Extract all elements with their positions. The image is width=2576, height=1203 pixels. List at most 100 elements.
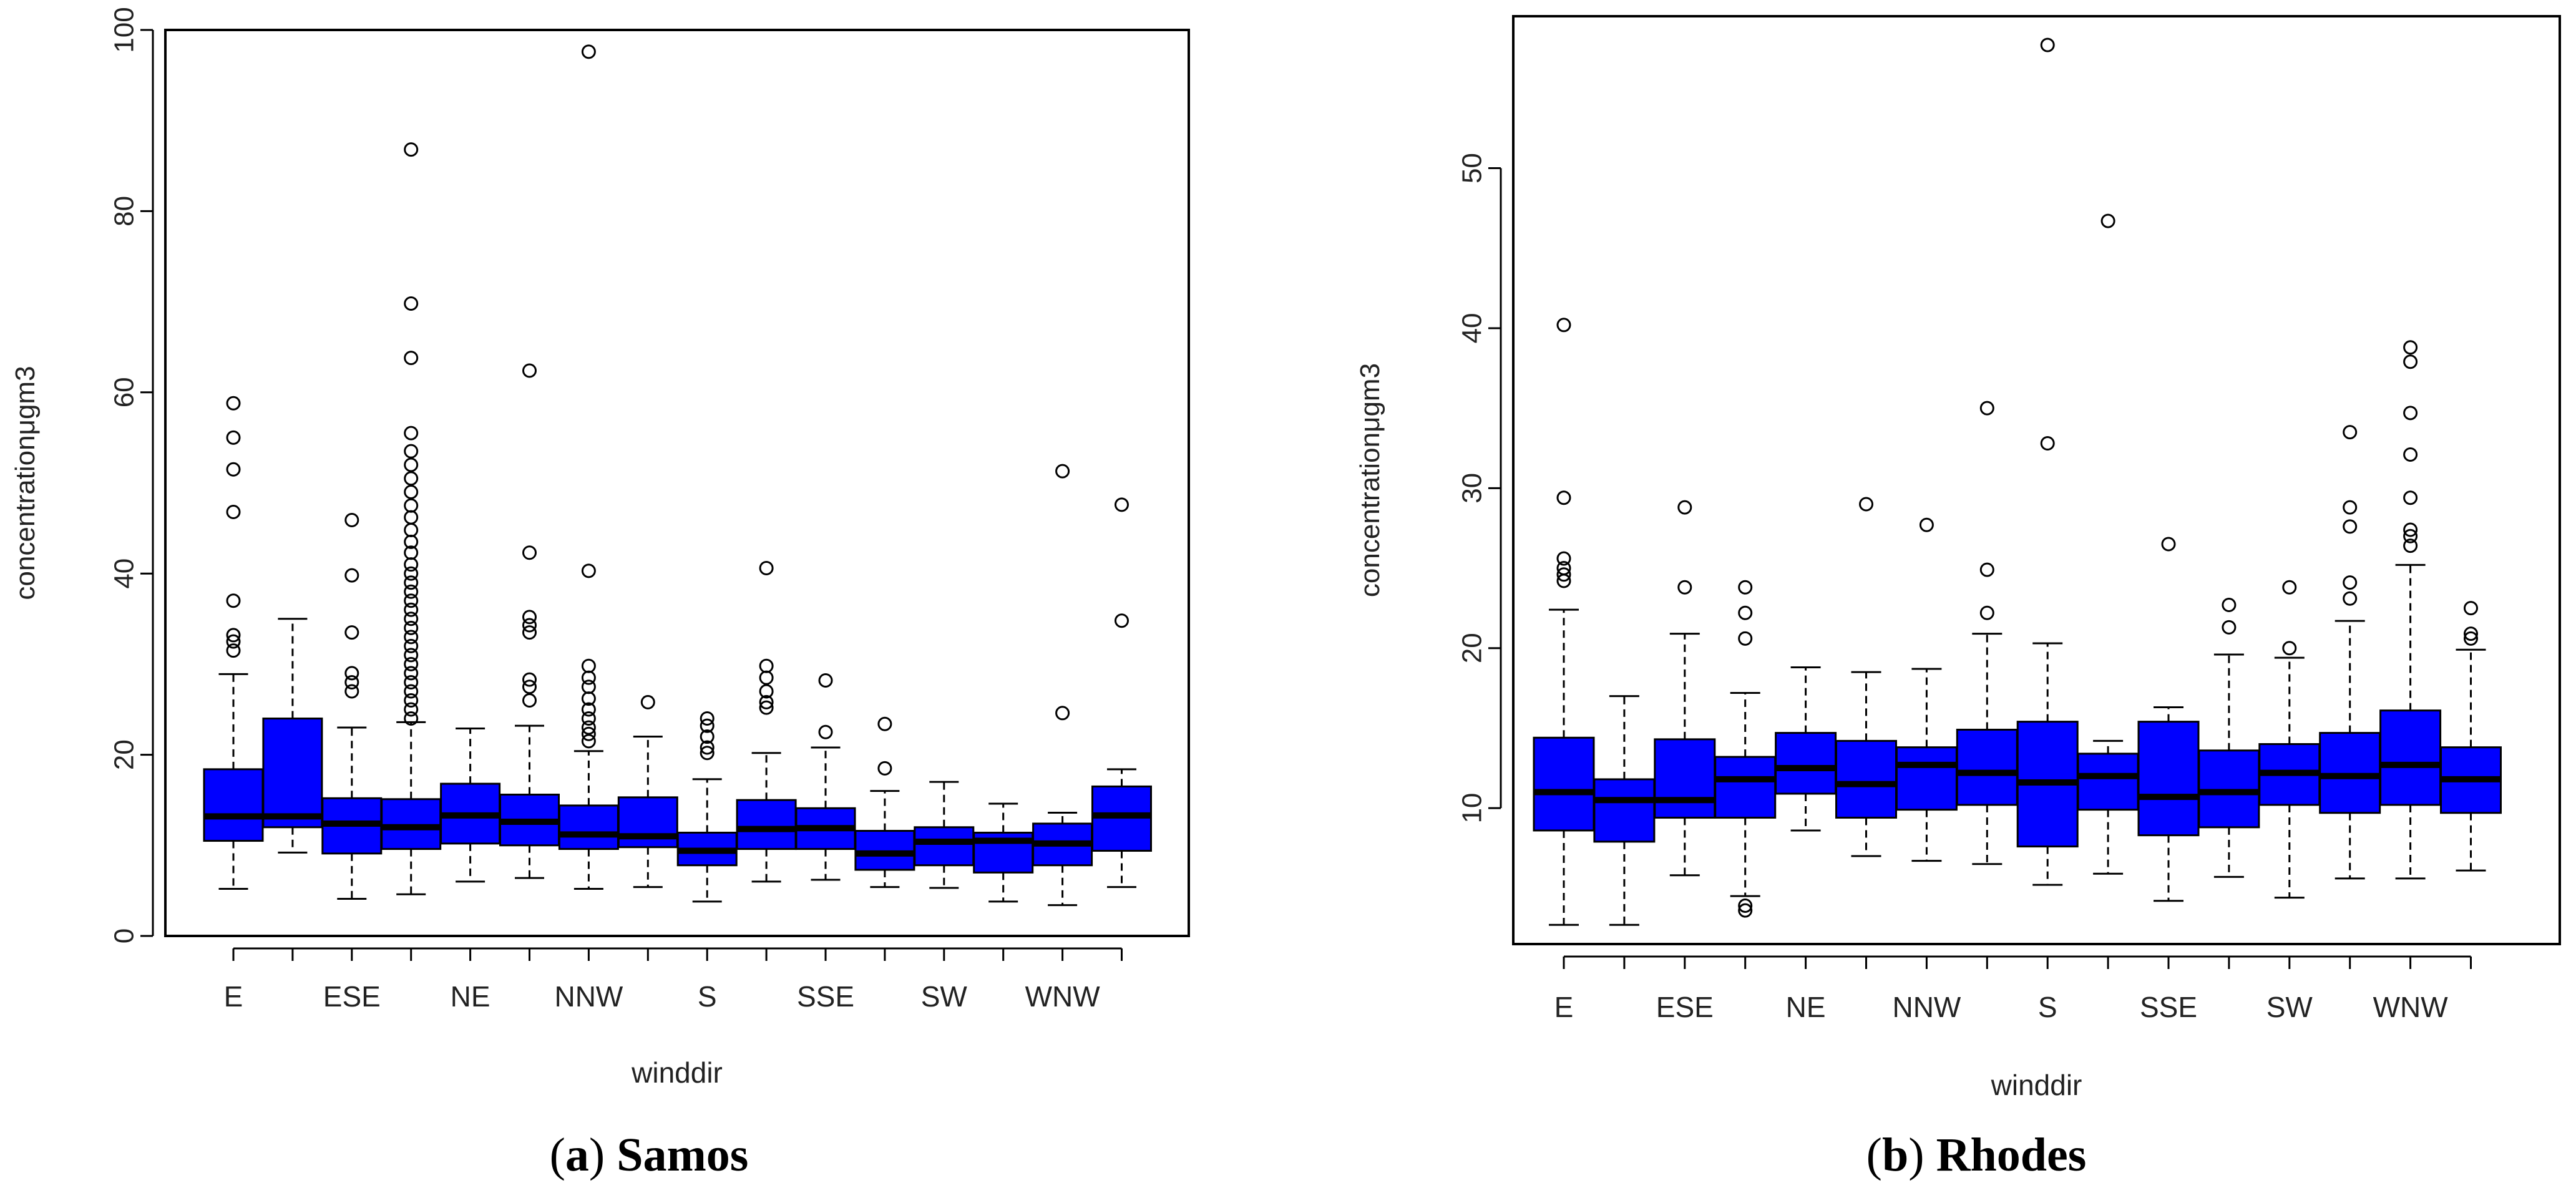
samos-outlier-nw bbox=[640, 694, 655, 709]
samos-x-tick-label-wnw: WNW bbox=[1025, 980, 1101, 1013]
samos-outlier-nnw bbox=[581, 702, 596, 717]
rhodes-outlier-n bbox=[1738, 898, 1753, 913]
rhodes-outlier-wnw bbox=[2403, 522, 2418, 537]
samos-outlier-e bbox=[226, 430, 241, 445]
samos-outlier-n bbox=[404, 638, 419, 653]
rhodes-y-tick-label: 10 bbox=[1457, 793, 1488, 824]
rhodes-y-tick-label: 40 bbox=[1457, 313, 1488, 343]
samos-outlier-ssw bbox=[877, 716, 892, 731]
samos-outlier-n bbox=[404, 351, 419, 366]
samos-outlier-n bbox=[404, 498, 419, 513]
samos-box-s bbox=[676, 711, 738, 903]
rhodes-iqr-box-wnw bbox=[2379, 709, 2442, 806]
samos-outlier-wnw bbox=[1055, 706, 1070, 721]
samos-outlier-nne bbox=[522, 672, 537, 687]
samos-outlier-s bbox=[700, 718, 715, 733]
samos-x-tick-label-nnw: NNW bbox=[554, 980, 623, 1013]
samos-outlier-n bbox=[404, 584, 419, 599]
samos-box-nne bbox=[499, 363, 560, 879]
samos-x-tick-label-ne: NE bbox=[451, 980, 490, 1013]
samos-outlier-n bbox=[404, 457, 419, 472]
rhodes-box-s bbox=[2016, 37, 2079, 886]
samos-outlier-n bbox=[404, 693, 419, 708]
samos-outlier-ese bbox=[344, 568, 359, 583]
samos-outlier-nnw bbox=[581, 679, 596, 694]
rhodes-outlier-ese bbox=[1677, 500, 1692, 515]
samos-outlier-nne bbox=[522, 545, 537, 560]
samos-outlier-n bbox=[404, 557, 419, 572]
rhodes-y-tick-label: 20 bbox=[1457, 633, 1488, 663]
samos-outlier-nnw bbox=[581, 726, 596, 741]
rhodes-outlier-n bbox=[1738, 605, 1753, 620]
samos-outlier-ese bbox=[344, 675, 359, 689]
rhodes-boxplot-panel: 10 20 30 40 50 concentrationμgm3 E ESE NE NNW S SSE… bbox=[1355, 15, 2561, 1101]
samos-x-tick-label-sw: SW bbox=[921, 980, 968, 1013]
samos-outlier-se bbox=[759, 684, 774, 699]
caption-b-name: Rhodes bbox=[1936, 1129, 2087, 1181]
rhodes-box-ene bbox=[1593, 695, 1656, 926]
samos-iqr-box-wsw bbox=[1091, 785, 1152, 852]
rhodes-outlier-wsw bbox=[2464, 626, 2478, 641]
rhodes-iqr-box-nnw bbox=[1895, 746, 1958, 811]
samos-outlier-s bbox=[700, 729, 715, 744]
samos-outlier-n bbox=[404, 575, 419, 590]
rhodes-box-se bbox=[2077, 213, 2139, 875]
samos-box-e bbox=[203, 396, 264, 890]
rhodes-outlier-nnw bbox=[1919, 517, 1934, 532]
samos-iqr-box-ssw bbox=[854, 830, 915, 871]
samos-outlier-n bbox=[404, 593, 419, 608]
rhodes-box-n bbox=[1714, 580, 1777, 918]
samos-box-se bbox=[736, 560, 797, 883]
samos-outlier-nnw bbox=[581, 720, 596, 735]
samos-outlier-nne bbox=[522, 625, 537, 640]
rhodes-outlier-e bbox=[1556, 318, 1571, 333]
rhodes-outlier-s bbox=[2040, 37, 2055, 52]
rhodes-outlier-wnw bbox=[2403, 490, 2418, 505]
samos-outlier-nnw bbox=[581, 658, 596, 673]
samos-box-sw bbox=[914, 781, 975, 889]
samos-x-tick-label-e: E bbox=[224, 980, 243, 1013]
samos-outlier-sse bbox=[818, 724, 833, 739]
samos-outlier-n bbox=[404, 702, 419, 717]
rhodes-y-tick-label: 30 bbox=[1457, 473, 1488, 504]
rhodes-outlier-wnw bbox=[2403, 538, 2418, 553]
caption-a-name: Samos bbox=[617, 1129, 749, 1181]
samos-outlier-n bbox=[404, 684, 419, 699]
rhodes-iqr-box-se bbox=[2077, 752, 2139, 811]
samos-outlier-nne bbox=[522, 618, 537, 633]
samos-x-tick-label-sse: SSE bbox=[797, 980, 854, 1013]
samos-outlier-n bbox=[404, 545, 419, 560]
samos-plot-frame bbox=[164, 29, 1190, 937]
samos-box-n bbox=[381, 142, 442, 895]
samos-x-axis-title: winddir bbox=[631, 1056, 723, 1089]
samos-outlier-n bbox=[404, 523, 419, 538]
samos-box-nnw bbox=[558, 44, 619, 890]
rhodes-y-axis-title: concentrationμgm3 bbox=[1355, 363, 1385, 597]
samos-outlier-n bbox=[404, 611, 419, 626]
rhodes-iqr-box-ssw bbox=[2198, 749, 2260, 829]
rhodes-outlier-w bbox=[2343, 575, 2358, 590]
samos-outlier-n bbox=[404, 648, 419, 663]
samos-outlier-se bbox=[759, 694, 774, 709]
samos-outlier-n bbox=[404, 675, 419, 689]
samos-box-wsw bbox=[1091, 497, 1152, 889]
rhodes-outlier-e bbox=[1556, 490, 1571, 505]
rhodes-outlier-se bbox=[2100, 213, 2115, 228]
samos-y-tick-label: 0 bbox=[109, 928, 140, 943]
caption-b: (b) Rhodes bbox=[1866, 1128, 2087, 1182]
caption-b-label: (b) bbox=[1866, 1129, 1925, 1181]
samos-outlier-e bbox=[226, 396, 241, 411]
rhodes-box-e bbox=[1533, 318, 1595, 926]
rhodes-outlier-nw bbox=[1979, 401, 1994, 416]
samos-outlier-n bbox=[404, 471, 419, 486]
rhodes-box-ne bbox=[1775, 666, 1837, 832]
rhodes-box-nne bbox=[1835, 497, 1897, 857]
caption-a-label: (a) bbox=[549, 1129, 605, 1181]
rhodes-outlier-e bbox=[1556, 561, 1571, 576]
samos-outlier-se bbox=[759, 658, 774, 673]
samos-outlier-n bbox=[404, 630, 419, 645]
samos-box-nw bbox=[617, 694, 678, 889]
rhodes-outlier-nne bbox=[1859, 497, 1873, 512]
rhodes-outlier-s bbox=[2040, 436, 2055, 451]
rhodes-box-nnw bbox=[1895, 517, 1958, 862]
